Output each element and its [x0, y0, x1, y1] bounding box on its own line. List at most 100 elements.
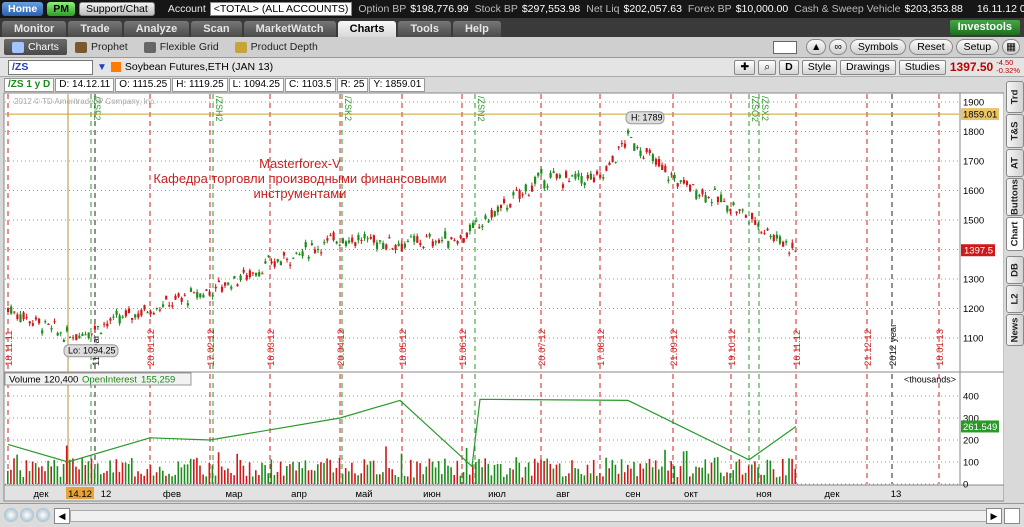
scroll-end-icon[interactable] [1004, 508, 1020, 524]
candle-body [481, 225, 484, 227]
tab-analyze[interactable]: Analyze [123, 21, 190, 37]
volume-bar [689, 476, 691, 484]
main-tab-bar: Monitor Trade Analyze Scan MarketWatch C… [0, 18, 1024, 37]
oi-value: 155,259 [141, 375, 175, 386]
link-color-icon[interactable] [110, 62, 121, 72]
volume-bar [481, 467, 483, 484]
candle-body [236, 284, 239, 287]
candle-body [233, 276, 236, 279]
zoom-in-icon[interactable] [20, 508, 34, 522]
volume-bar [782, 458, 784, 484]
drawings-button[interactable]: Drawings [840, 59, 896, 75]
candle-body [763, 233, 766, 235]
candle-body [682, 179, 685, 184]
date-marker-label: 18.05.12 [398, 329, 409, 366]
candle-body [450, 237, 453, 239]
candle-body [478, 227, 481, 229]
volume-bar [527, 462, 530, 484]
reset-button[interactable]: Reset [909, 39, 953, 55]
subtab-product-depth[interactable]: Product Depth [227, 39, 326, 55]
color-box[interactable] [773, 40, 798, 54]
candle-body [741, 209, 744, 211]
annotation-line-2: Кафедра торговли производными финансовым… [153, 171, 446, 186]
option-bp-value: $198,776.99 [410, 3, 469, 15]
tab-tools[interactable]: Tools [398, 21, 451, 37]
volume-bar [450, 467, 452, 484]
subtab-flexible-grid[interactable]: Flexible Grid [136, 39, 227, 55]
candle-body [766, 228, 769, 231]
style-button[interactable]: Style [801, 59, 838, 75]
ohlc-period: /ZS 1 y D [4, 77, 55, 92]
layout-icon[interactable]: ▦ [1002, 39, 1020, 55]
candle-body [623, 143, 627, 148]
candle-body [267, 255, 270, 257]
tab-help[interactable]: Help [452, 21, 501, 37]
scroll-right-icon[interactable]: ▶ [986, 508, 1002, 524]
candle-body [751, 212, 754, 220]
volume-bar [121, 462, 124, 484]
candle-body [13, 311, 16, 313]
link-icon[interactable]: ∞ [829, 39, 847, 55]
side-tab-chart[interactable]: Chart [1006, 217, 1024, 251]
subtab-prophet[interactable]: Prophet [67, 39, 136, 55]
volume-bar [704, 459, 707, 484]
period-button[interactable]: D [779, 59, 799, 75]
tab-scan[interactable]: Scan [191, 21, 242, 37]
symbol-input[interactable]: /ZS [8, 59, 93, 75]
month-label: 13 [891, 489, 902, 500]
month-label: апр [291, 489, 307, 500]
support-chat-button[interactable]: Support/Chat [78, 2, 155, 16]
volume-bar [155, 472, 158, 484]
side-tab-l2[interactable]: L2 [1006, 285, 1024, 313]
tab-monitor[interactable]: Monitor [2, 21, 67, 37]
side-tab-at[interactable]: AT [1006, 149, 1024, 177]
scroll-track[interactable] [70, 510, 987, 522]
tab-marketwatch[interactable]: MarketWatch [243, 21, 336, 37]
side-tab-ts[interactable]: T&S [1006, 114, 1024, 148]
month-label: мар [225, 489, 242, 500]
scroll-left-icon[interactable]: ◀ [54, 508, 70, 524]
zoom-icon[interactable]: ⌕ [758, 59, 777, 75]
side-tab-trd[interactable]: Trd [1006, 81, 1024, 113]
subtab-charts[interactable]: Charts [4, 39, 67, 55]
candle-body [270, 261, 273, 264]
zoom-out-icon[interactable] [36, 508, 50, 522]
volume-bar [134, 476, 136, 484]
symbols-button[interactable]: Symbols [849, 39, 907, 55]
volume-tick-label: 300 [963, 414, 979, 425]
side-tab-buttons[interactable]: Buttons [1006, 178, 1024, 216]
volume-bar [264, 465, 266, 484]
tab-charts[interactable]: Charts [337, 21, 397, 37]
volume-tick-label: 200 [963, 436, 979, 447]
chart-area[interactable]: 1100120013001400150016001700180019000100… [0, 76, 1004, 518]
symbol-dropdown-icon[interactable]: ▼ [97, 61, 107, 73]
home-button[interactable]: Home [2, 2, 44, 16]
candle-body [211, 295, 214, 297]
cursor-icon[interactable]: ✚ [734, 59, 756, 75]
candle-body [134, 314, 137, 318]
volume-bar [416, 461, 418, 484]
setup-button[interactable]: Setup [955, 39, 1000, 55]
pm-button[interactable]: PM [47, 2, 75, 16]
candle-body [645, 148, 648, 153]
volume-bar [472, 464, 474, 484]
studies-button[interactable]: Studies [898, 59, 946, 75]
volume-bar [682, 451, 685, 484]
side-tab-news[interactable]: News [1006, 314, 1024, 346]
account-select[interactable]: <TOTAL> (ALL ACCOUNTS) [209, 2, 353, 16]
candle-body [28, 321, 31, 324]
volume-bar [713, 457, 716, 484]
investools-button[interactable]: Investools [949, 20, 1020, 35]
volume-bar [7, 470, 9, 484]
volume-bar [701, 467, 703, 484]
candle-body [25, 317, 28, 319]
tab-trade[interactable]: Trade [68, 21, 122, 37]
bell-icon[interactable]: ▲ [806, 39, 827, 55]
candle-body [31, 323, 34, 326]
pan-icon[interactable] [4, 508, 18, 522]
side-tab-db[interactable]: DB [1006, 256, 1024, 284]
candle-body [174, 295, 177, 300]
price-tick-label: 1800 [963, 127, 984, 138]
volume-bar [596, 475, 598, 484]
oi-label: OpenInterest [82, 375, 137, 386]
